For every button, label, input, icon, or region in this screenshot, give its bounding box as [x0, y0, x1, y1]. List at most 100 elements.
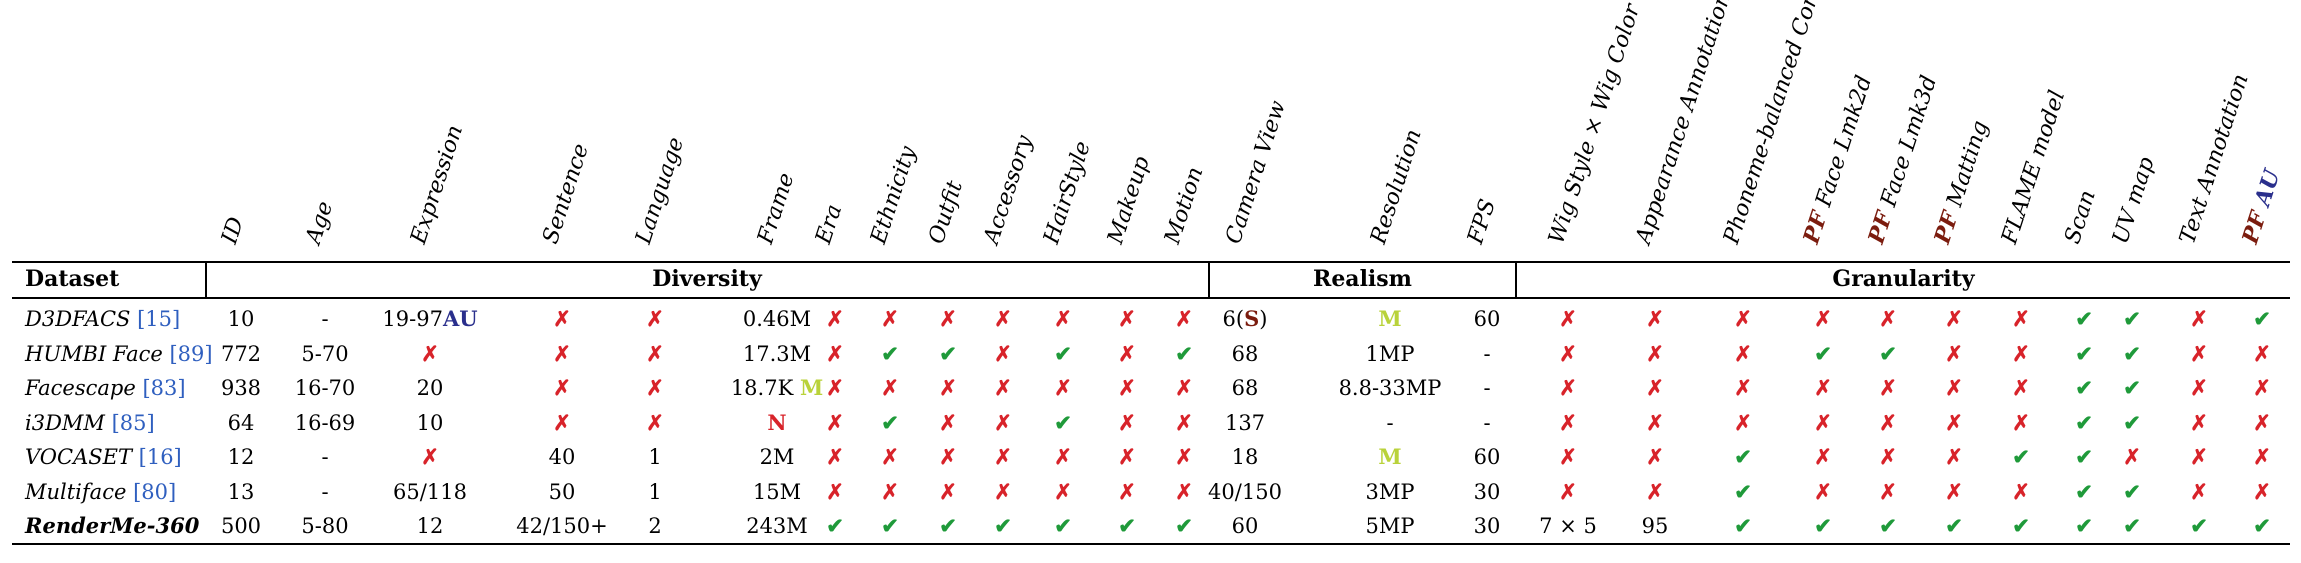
cross-mark-icon: ✗ [1175, 409, 1193, 435]
cell-ethnicity: ✔ [862, 406, 918, 440]
cross-mark-icon: ✗ [881, 375, 899, 400]
check-mark-icon: ✔ [1734, 513, 1752, 538]
cell-expression: ✗ [370, 337, 490, 371]
cell-phoneme: ✔ [1703, 440, 1783, 474]
cell-pfau: ✔ [2234, 509, 2290, 543]
column-header-text: HairStyle [1039, 138, 1096, 247]
column-header-text: FPS [1463, 196, 1501, 247]
cross-mark-icon: ✗ [646, 375, 664, 400]
check-mark-icon: ✔ [2075, 306, 2093, 331]
check-mark-icon: ✔ [1175, 513, 1193, 538]
au-badge: AU [2247, 166, 2286, 217]
cross-mark-icon: ✗ [1559, 409, 1577, 435]
bottom-rule [12, 543, 2290, 545]
column-header-camera_view: Camera View [1221, 0, 1291, 255]
cell-scan: ✔ [2059, 406, 2109, 440]
dataset-name: VOCASET [16] [25, 440, 182, 474]
column-header-text: Motion [1160, 164, 1209, 247]
check-mark-icon: ✔ [2190, 513, 2208, 538]
cross-mark-icon: ✗ [2190, 340, 2208, 366]
cell-age: - [321, 479, 329, 504]
cell-makeup: ✗ [1099, 302, 1155, 336]
check-mark-icon: ✔ [2123, 375, 2141, 400]
cell-id: 12 [227, 445, 255, 469]
cross-mark-icon: ✗ [1945, 444, 1963, 469]
cell-id: 500 [220, 514, 262, 538]
cell-text_ann: ✗ [2169, 371, 2229, 405]
cross-mark-icon: ✗ [1175, 375, 1193, 400]
cross-mark-icon: ✗ [1054, 478, 1072, 504]
highlight-marker: M [799, 375, 824, 400]
cross-mark-icon: ✗ [826, 306, 844, 331]
cell-era: ✗ [812, 440, 858, 474]
check-mark-icon: ✔ [2012, 444, 2030, 469]
column-header-label: Frame [753, 170, 799, 247]
cross-mark-icon: ✗ [1559, 306, 1577, 331]
cross-mark-icon: ✗ [1945, 478, 1963, 504]
cell-wig: ✗ [1523, 302, 1613, 336]
column-header-fps: FPS [1463, 0, 1501, 255]
cross-mark-icon: ✗ [2190, 478, 2208, 504]
granularity-group-header: Granularity [1832, 266, 1975, 292]
cell-fps: 60 [1473, 307, 1501, 331]
dataset-name-text: RenderMe-360 [25, 513, 200, 538]
column-header-text_ann: Text Annotation [2175, 0, 2253, 255]
cell-hairstyle: ✗ [1033, 440, 1093, 474]
cell-text_ann: ✗ [2169, 475, 2229, 509]
column-header-label: ID [217, 214, 249, 247]
citation-ref: [80] [126, 479, 177, 504]
cell-pfau: ✗ [2234, 475, 2290, 509]
check-mark-icon: ✔ [1054, 513, 1072, 538]
column-header-text: Ethnicity [866, 143, 922, 247]
column-header-label: Sentence [538, 141, 594, 247]
cell-uv: ✔ [2107, 475, 2157, 509]
check-mark-icon: ✔ [2075, 478, 2093, 504]
cross-mark-icon: ✗ [1559, 444, 1577, 469]
cell-uv: ✔ [2107, 509, 2157, 543]
column-header-label: Resolution [1366, 126, 1426, 247]
cross-mark-icon: ✗ [1175, 444, 1193, 469]
cell-matting: ✗ [1924, 302, 1984, 336]
cell-fps: 30 [1473, 514, 1501, 538]
column-header-label: Era [811, 202, 847, 247]
cross-mark-icon: ✗ [1559, 340, 1577, 366]
cell-scan: ✔ [2059, 337, 2109, 371]
cell-phoneme: ✗ [1703, 302, 1783, 336]
cell-ethnicity: ✗ [862, 371, 918, 405]
cell-camera_view: 68 [1231, 341, 1259, 366]
citation-ref: [89] [162, 341, 213, 366]
cell-ethnicity: ✗ [862, 475, 918, 509]
check-mark-icon: ✔ [1879, 340, 1897, 366]
cell-phoneme: ✗ [1703, 406, 1783, 440]
citation-ref: [16] [131, 445, 182, 469]
cell-phoneme: ✗ [1703, 371, 1783, 405]
cross-mark-icon: ✗ [1879, 444, 1897, 469]
column-header-label: PF Matting [1929, 117, 1993, 247]
dataset-name: D3DFACS [15] [25, 302, 180, 336]
column-header-label: Camera View [1221, 98, 1291, 247]
missing-marker: N [767, 409, 787, 435]
dataset-name-text: i3DMM [25, 410, 105, 435]
cross-mark-icon: ✗ [1879, 478, 1897, 504]
check-mark-icon: ✔ [1945, 513, 1963, 538]
column-header-text: Sentence [538, 140, 595, 247]
cell-outfit: ✗ [920, 475, 976, 509]
cell-age: 16-69 [294, 410, 356, 435]
cross-mark-icon: ✗ [1945, 306, 1963, 331]
column-header-text: Wig Style × Wig Color [1544, 1, 1646, 248]
cross-mark-icon: ✗ [994, 444, 1012, 469]
check-mark-icon: ✔ [2253, 513, 2271, 538]
cell-age: 16-70 [294, 376, 356, 400]
cross-mark-icon: ✗ [1118, 306, 1136, 331]
cell-text_ann: ✔ [2169, 509, 2229, 543]
cell-makeup: ✗ [1099, 371, 1155, 405]
cross-mark-icon: ✗ [994, 340, 1012, 366]
dataset-column-header: Dataset [25, 266, 120, 292]
divider-diversity-realism [1208, 262, 1210, 297]
table-row: Multiface [80] 13 - 65/118 50 1 15M ✗ ✗ ✗ ✗ ✗ ✗ ✗ 40/1… [0, 475, 2301, 509]
cell-fps: - [1483, 376, 1491, 400]
cross-mark-icon: ✗ [939, 306, 957, 331]
cell-text: 19-97 [382, 307, 443, 331]
cell-ethnicity: ✗ [862, 440, 918, 474]
cell-motion: ✗ [1159, 371, 1209, 405]
